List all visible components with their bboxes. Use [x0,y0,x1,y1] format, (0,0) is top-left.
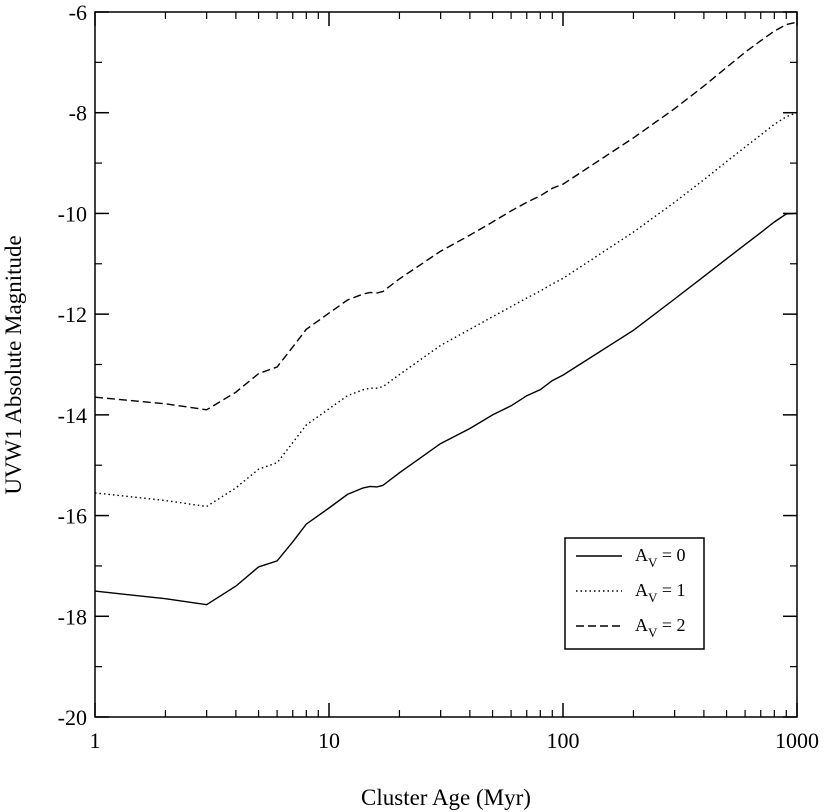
y-tick-label: -12 [58,302,87,327]
series-line-dotted [94,112,798,508]
legend: AV = 0 AV = 1 AV = 2 [564,537,705,650]
legend-label: AV = 1 [635,580,686,605]
x-tick-label: 100 [547,728,580,753]
x-axis-ticks: 1 10 100 1000 [90,12,819,753]
y-axis-ticks: -20 -18 -16 -14 -12 -10 -8 -6 [58,0,797,730]
y-tick-label: -14 [58,403,87,428]
y-tick-label: -8 [69,101,87,126]
legend-label: AV = 0 [635,545,686,570]
y-tick-label: -18 [58,604,87,629]
x-tick-label: 1 [90,728,101,753]
y-tick-label: -10 [58,201,87,226]
y-tick-label: -6 [69,0,87,25]
x-tick-label: 10 [318,728,340,753]
series-line-solid [94,212,798,606]
y-axis-title: UVW1 Absolute Magnitude [1,235,26,494]
x-tick-label: 1000 [775,728,819,753]
series-line-dashed [94,21,798,411]
y-tick-label: -20 [58,705,87,730]
y-tick-label: -16 [58,504,87,529]
legend-label: AV = 2 [635,615,686,640]
series-group [94,21,798,606]
x-axis-title: Cluster Age (Myr) [361,785,531,810]
